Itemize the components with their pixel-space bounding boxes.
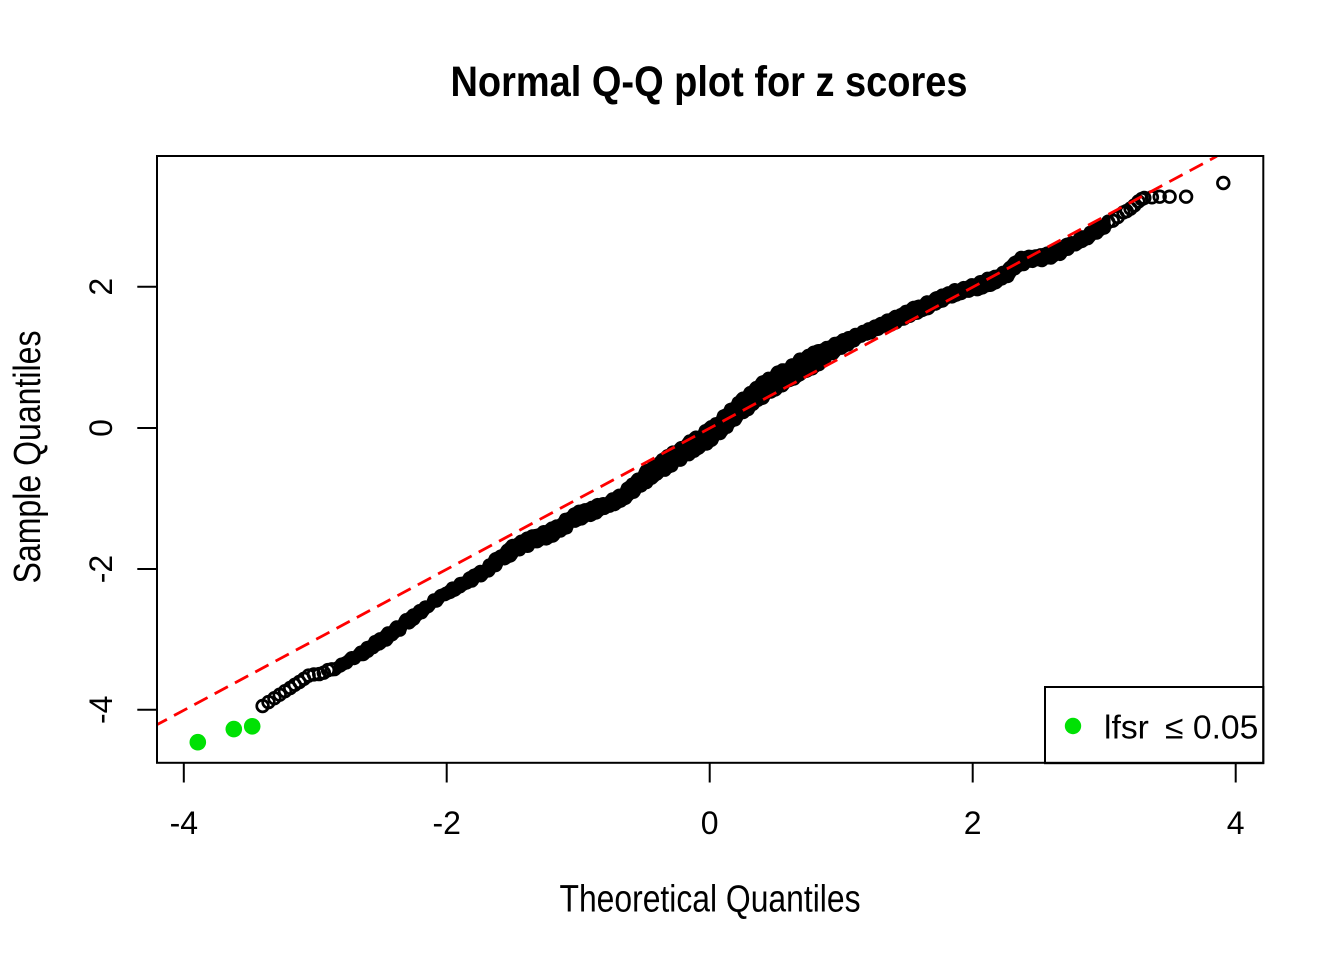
svg-text:Sample Quantiles: Sample Quantiles	[7, 331, 49, 584]
svg-text:lfsr ≤ 0.05: lfsr ≤ 0.05	[1104, 709, 1258, 746]
svg-text:2: 2	[83, 278, 119, 296]
svg-text:Theoretical Quantiles: Theoretical Quantiles	[560, 879, 861, 921]
svg-text:2: 2	[964, 805, 982, 841]
svg-text:-2: -2	[432, 805, 460, 841]
svg-text:0: 0	[83, 419, 119, 437]
svg-text:Normal Q-Q plot for z scores: Normal Q-Q plot for z scores	[451, 58, 968, 106]
svg-text:-4: -4	[170, 805, 198, 841]
svg-text:4: 4	[1227, 805, 1245, 841]
svg-text:0: 0	[701, 805, 719, 841]
svg-text:-4: -4	[83, 696, 119, 724]
svg-text:-2: -2	[83, 555, 119, 583]
